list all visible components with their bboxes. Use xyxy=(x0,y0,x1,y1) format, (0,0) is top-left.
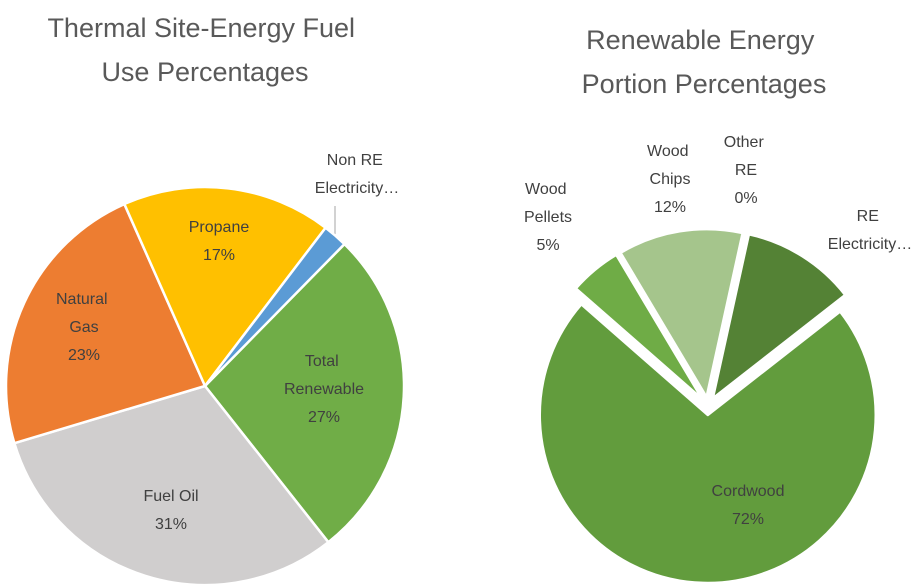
pie-slice xyxy=(708,231,748,399)
pie-slice xyxy=(203,226,346,388)
pie xyxy=(4,185,406,584)
chart-title: Thermal Site-Energy Fuel Use Percentages xyxy=(47,13,362,87)
pie-slice xyxy=(711,233,847,400)
pie-slice xyxy=(123,185,327,388)
value-label: 23% xyxy=(68,347,100,364)
pie-slice xyxy=(4,202,207,445)
pie-slice xyxy=(538,303,877,584)
pie xyxy=(538,227,877,584)
slice-label: Wood Chips xyxy=(647,143,693,188)
slice-label: Natural Gas xyxy=(56,291,112,336)
value-label: 12% xyxy=(654,199,686,216)
pie-slice xyxy=(203,242,406,544)
slice-label: Cordwood xyxy=(712,483,785,500)
value-label: 72% xyxy=(732,511,764,528)
value-label: 31% xyxy=(155,516,187,533)
value-label: 0% xyxy=(734,190,757,207)
slice-label: Wood Pellets xyxy=(524,181,572,226)
chart-title: Renewable Energy Portion Percentages xyxy=(582,25,827,99)
pie-slice xyxy=(13,384,330,584)
slice-label: Fuel Oil xyxy=(143,488,198,505)
value-label: 27% xyxy=(308,409,340,426)
pie-slice xyxy=(619,227,744,399)
slice-label: Other RE xyxy=(724,134,768,179)
slice-label: Total Renewable xyxy=(284,353,364,398)
slice-label: Propane xyxy=(189,219,250,236)
pie-slice xyxy=(574,253,704,401)
value-label: 5% xyxy=(536,237,559,254)
slice-label: Non RE Electricity… xyxy=(315,152,399,197)
value-label: 17% xyxy=(203,247,235,264)
slice-label: RE Electricity… xyxy=(828,208,912,253)
